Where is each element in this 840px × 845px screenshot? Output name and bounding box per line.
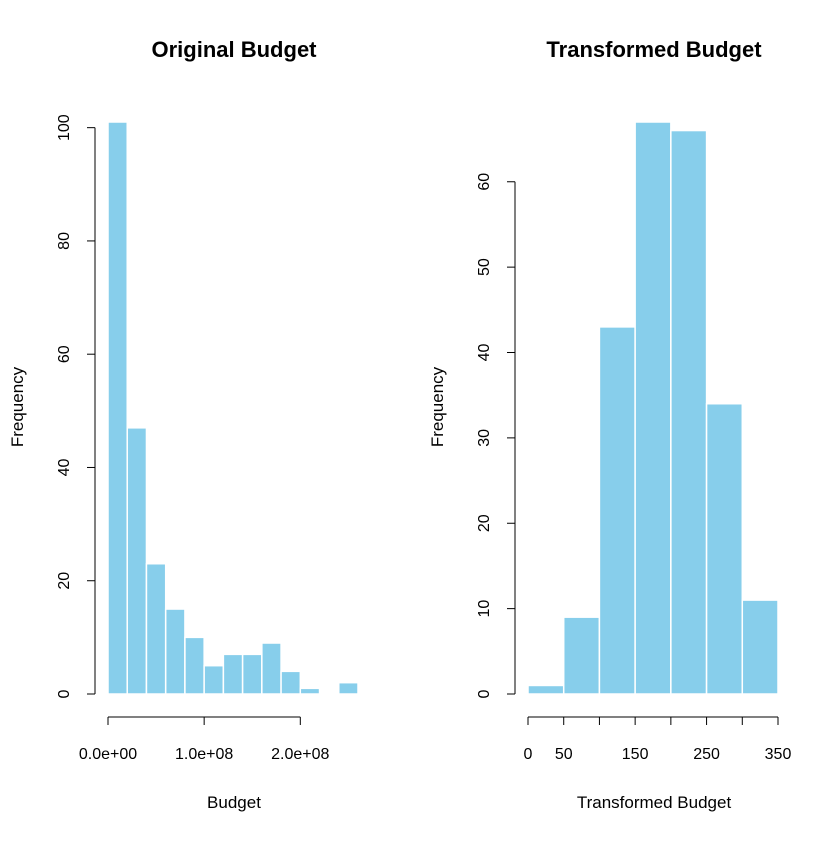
x-tick-label: 150 <box>622 746 649 763</box>
y-tick-label: 50 <box>476 258 493 276</box>
histogram-bar <box>222 653 244 695</box>
histogram-bar <box>280 670 302 695</box>
x-tick-label: 0 <box>524 746 533 763</box>
histogram-bar <box>164 608 186 695</box>
y-tick-label: 0 <box>56 689 73 698</box>
y-tick-label: 80 <box>56 232 73 250</box>
y-tick-label: 40 <box>476 344 493 362</box>
histogram-bar <box>705 402 744 695</box>
histogram-bar <box>741 599 779 695</box>
x-tick-label: 350 <box>765 746 792 763</box>
y-tick-label: 30 <box>476 429 493 447</box>
x-tick-label: 2.0e+08 <box>271 746 329 763</box>
y-axis-label: Frequency <box>428 366 447 447</box>
x-axis-label: Transformed Budget <box>577 793 732 812</box>
histogram-bar <box>241 653 263 695</box>
y-tick-label: 20 <box>56 572 73 590</box>
histogram-bar <box>670 129 708 695</box>
histogram-bar <box>145 562 167 695</box>
histogram-bar <box>126 427 148 695</box>
y-tick-label: 100 <box>56 114 73 141</box>
histogram-bar <box>203 664 225 695</box>
y-tick-label: 10 <box>476 600 493 618</box>
x-axis: 0.0e+00 1.0e+08 2.0e+08 <box>79 716 330 763</box>
bars-group <box>527 121 779 695</box>
y-tick-label: 20 <box>476 514 493 532</box>
x-tick-label: 1.0e+08 <box>175 746 233 763</box>
histogram-bar <box>598 326 636 695</box>
y-axis: 0 10 20 30 40 50 60 <box>476 173 516 698</box>
histogram-bar <box>338 681 359 695</box>
histogram-bar <box>634 121 672 695</box>
y-axis-label: Frequency <box>8 366 27 447</box>
y-tick-label: 60 <box>56 345 73 363</box>
histogram-bar <box>261 642 282 695</box>
chart-title: Transformed Budget <box>546 37 762 62</box>
histogram-bar <box>299 687 321 695</box>
x-tick-label: 50 <box>555 746 573 763</box>
x-axis: 0 50 150 250 350 <box>524 716 792 763</box>
x-tick-label: 0.0e+00 <box>79 746 137 763</box>
x-axis-label: Budget <box>207 793 261 812</box>
y-tick-label: 60 <box>476 173 493 191</box>
histogram-bar <box>107 121 128 695</box>
histogram-bar <box>184 636 205 695</box>
histogram-bar <box>527 684 565 695</box>
histogram-bar <box>562 616 601 695</box>
x-tick-label: 250 <box>693 746 720 763</box>
y-tick-label: 0 <box>476 689 493 698</box>
y-axis: 0 20 40 60 80 100 <box>56 114 96 698</box>
chart-title: Original Budget <box>152 37 318 62</box>
y-tick-label: 40 <box>56 458 73 476</box>
histogram-panel-transformed: Transformed Budget Transformed Budget Fr… <box>428 37 791 812</box>
histogram-panel-original: Original Budget Budget Frequency 0.0e+00… <box>8 37 359 812</box>
bars-group <box>107 121 359 695</box>
